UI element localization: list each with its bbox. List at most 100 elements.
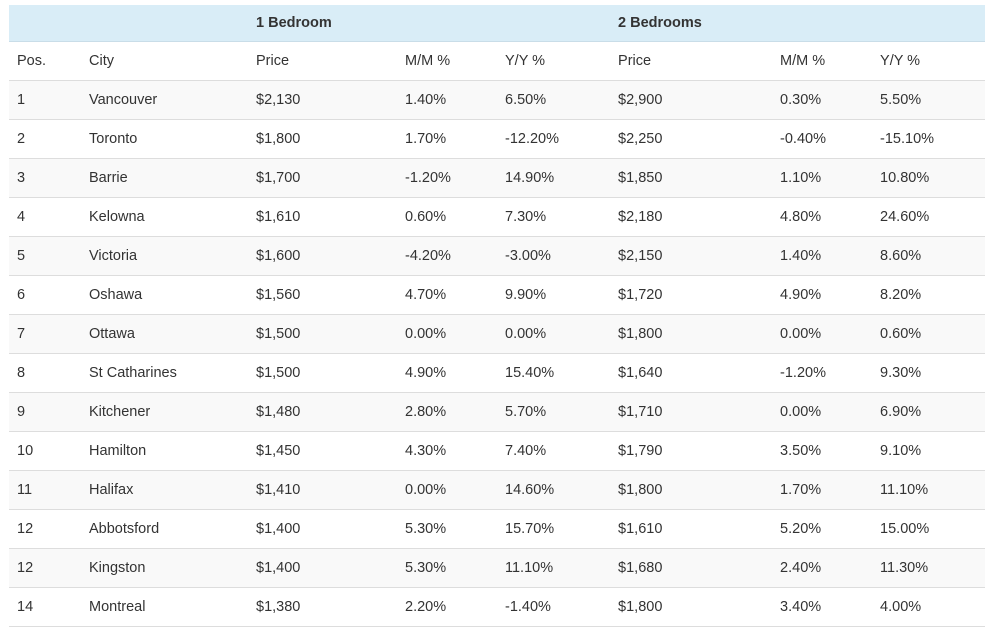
table-row: 4 Kelowna $1,610 0.60% 7.30% $2,180 4.80% 24.60… xyxy=(9,197,985,237)
cell-1br-mm: 1.70% xyxy=(397,119,497,159)
cell-city: Oshawa xyxy=(81,275,248,315)
cell-2br-yy: 10.80% xyxy=(872,158,985,198)
cell-pos: 2 xyxy=(9,119,81,159)
cell-1br-price: $1,480 xyxy=(248,392,397,432)
column-header-1br-price: Price xyxy=(248,41,397,81)
cell-city: Hamilton xyxy=(81,431,248,471)
cell-pos: 3 xyxy=(9,158,81,198)
cell-1br-price: $1,410 xyxy=(248,470,397,510)
cell-1br-yy: 9.90% xyxy=(497,275,611,315)
cell-1br-mm: -4.20% xyxy=(397,236,497,276)
cell-1br-yy: 11.10% xyxy=(497,548,611,588)
cell-city: Kitchener xyxy=(81,392,248,432)
table-row: 14 Montreal $1,380 2.20% -1.40% $1,800 3.40% 4.… xyxy=(9,587,985,627)
cell-2br-price: $2,250 xyxy=(610,119,773,159)
cell-1br-yy: 6.50% xyxy=(497,80,611,120)
cell-1br-yy: -1.40% xyxy=(497,587,611,627)
cell-city: Victoria xyxy=(81,236,248,276)
cell-2br-price: $2,150 xyxy=(610,236,773,276)
cell-2br-yy: 8.20% xyxy=(872,275,985,315)
cell-1br-yy: 5.70% xyxy=(497,392,611,432)
cell-1br-yy: -3.00% xyxy=(497,236,611,276)
table-row: 12 Kingston $1,400 5.30% 11.10% $1,680 2.40% 11… xyxy=(9,548,985,588)
cell-1br-mm: 0.60% xyxy=(397,197,497,237)
cell-1br-yy: 15.70% xyxy=(497,509,611,549)
cell-pos: 4 xyxy=(9,197,81,237)
cell-1br-mm: 2.20% xyxy=(397,587,497,627)
cell-pos: 12 xyxy=(9,548,81,588)
cell-1br-yy: 14.60% xyxy=(497,470,611,510)
cell-2br-price: $2,900 xyxy=(610,80,773,120)
cell-pos: 1 xyxy=(9,80,81,120)
cell-2br-yy: 15.00% xyxy=(872,509,985,549)
table-row: 3 Barrie $1,700 -1.20% 14.90% $1,850 1.10% 10.8… xyxy=(9,158,985,198)
cell-2br-price: $1,850 xyxy=(610,158,773,198)
cell-2br-yy: 5.50% xyxy=(872,80,985,120)
column-header-pos: Pos. xyxy=(9,41,81,81)
cell-1br-mm: 4.30% xyxy=(397,431,497,471)
cell-2br-price: $1,800 xyxy=(610,470,773,510)
group-header-empty xyxy=(9,5,248,42)
cell-2br-price: $1,640 xyxy=(610,353,773,393)
cell-city: Kingston xyxy=(81,548,248,588)
cell-1br-yy: 0.00% xyxy=(497,314,611,354)
cell-2br-mm: 0.00% xyxy=(772,314,873,354)
cell-city: Montreal xyxy=(81,587,248,627)
group-header-2-bedrooms: 2 Bedrooms xyxy=(610,5,985,42)
cell-pos: 14 xyxy=(9,587,81,627)
cell-1br-price: $1,400 xyxy=(248,509,397,549)
column-header-1br-mm: M/M % xyxy=(397,41,497,81)
cell-2br-mm: 3.50% xyxy=(772,431,873,471)
cell-1br-mm: 5.30% xyxy=(397,509,497,549)
table-row: 6 Oshawa $1,560 4.70% 9.90% $1,720 4.90% 8.20% xyxy=(9,275,985,315)
cell-2br-mm: 0.00% xyxy=(772,392,873,432)
cell-2br-mm: 1.40% xyxy=(772,236,873,276)
cell-1br-price: $2,130 xyxy=(248,80,397,120)
cell-1br-price: $1,700 xyxy=(248,158,397,198)
cell-2br-price: $1,800 xyxy=(610,587,773,627)
table-body: 1 Vancouver $2,130 1.40% 6.50% $2,900 0.30% 5.5… xyxy=(9,80,985,627)
column-header-row: Pos. City Price M/M % Y/Y % Price M/M % … xyxy=(9,41,985,81)
cell-2br-yy: 11.30% xyxy=(872,548,985,588)
cell-2br-price: $1,720 xyxy=(610,275,773,315)
cell-pos: 5 xyxy=(9,236,81,276)
cell-pos: 12 xyxy=(9,509,81,549)
cell-2br-yy: 8.60% xyxy=(872,236,985,276)
cell-2br-price: $1,790 xyxy=(610,431,773,471)
cell-2br-mm: 0.30% xyxy=(772,80,873,120)
cell-2br-mm: 5.20% xyxy=(772,509,873,549)
table-row: 8 St Catharines $1,500 4.90% 15.40% $1,640 -1.… xyxy=(9,353,985,393)
cell-1br-mm: 1.40% xyxy=(397,80,497,120)
cell-1br-yy: 14.90% xyxy=(497,158,611,198)
cell-1br-price: $1,450 xyxy=(248,431,397,471)
cell-1br-price: $1,500 xyxy=(248,353,397,393)
cell-1br-mm: 4.90% xyxy=(397,353,497,393)
cell-2br-yy: 9.10% xyxy=(872,431,985,471)
cell-2br-mm: -1.20% xyxy=(772,353,873,393)
cell-2br-mm: -0.40% xyxy=(772,119,873,159)
cell-1br-price: $1,560 xyxy=(248,275,397,315)
cell-2br-price: $2,180 xyxy=(610,197,773,237)
cell-2br-mm: 3.40% xyxy=(772,587,873,627)
cell-1br-mm: 0.00% xyxy=(397,314,497,354)
cell-2br-price: $1,710 xyxy=(610,392,773,432)
cell-city: Toronto xyxy=(81,119,248,159)
cell-2br-yy: 4.00% xyxy=(872,587,985,627)
cell-2br-yy: -15.10% xyxy=(872,119,985,159)
cell-city: Vancouver xyxy=(81,80,248,120)
cell-2br-yy: 11.10% xyxy=(872,470,985,510)
cell-1br-price: $1,610 xyxy=(248,197,397,237)
cell-city: Kelowna xyxy=(81,197,248,237)
cell-2br-mm: 2.40% xyxy=(772,548,873,588)
column-header-city: City xyxy=(81,41,248,81)
cell-2br-mm: 1.10% xyxy=(772,158,873,198)
cell-2br-yy: 24.60% xyxy=(872,197,985,237)
cell-pos: 9 xyxy=(9,392,81,432)
table-row: 2 Toronto $1,800 1.70% -12.20% $2,250 -0.40% -1… xyxy=(9,119,985,159)
rental-price-table-container: 1 Bedroom 2 Bedrooms Pos. City Price M/M… xyxy=(9,5,985,627)
table-row: 5 Victoria $1,600 -4.20% -3.00% $2,150 1.40% 8.… xyxy=(9,236,985,276)
cell-1br-yy: 7.40% xyxy=(497,431,611,471)
column-header-1br-yy: Y/Y % xyxy=(497,41,611,81)
column-header-2br-mm: M/M % xyxy=(772,41,873,81)
cell-1br-price: $1,380 xyxy=(248,587,397,627)
